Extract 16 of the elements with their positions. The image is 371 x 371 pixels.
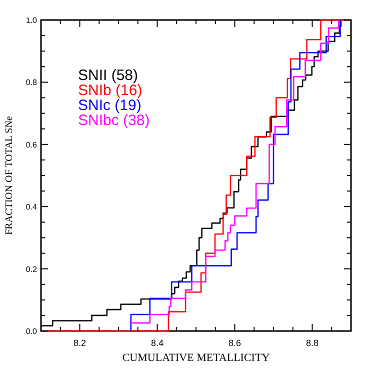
x-tick-label: 8.8 xyxy=(306,338,319,348)
text: SNIbc (38) xyxy=(78,112,150,129)
text: SNIc (19) xyxy=(78,97,142,114)
text: SNIb (16) xyxy=(78,82,142,99)
y-tick-label: 0.2 xyxy=(26,264,38,274)
text: SNII (58) xyxy=(78,67,138,84)
y-tick-label: 0.4 xyxy=(26,202,38,212)
y-tick-label: 0.0 xyxy=(26,327,38,336)
y-tick-label: 0.8 xyxy=(26,78,38,88)
x-tick-label: 8.2 xyxy=(73,338,86,348)
x-tick-label: 8.4 xyxy=(150,338,164,348)
y-tick-label: 1.0 xyxy=(26,16,38,25)
x-axis-title: CUMULATIVE METALLICITY xyxy=(122,352,270,364)
y-axis-title: FRACTION OF TOTAL SNe xyxy=(4,116,15,235)
x-tick-label: 8.6 xyxy=(228,338,242,348)
y-tick-label: 0.6 xyxy=(26,140,38,150)
